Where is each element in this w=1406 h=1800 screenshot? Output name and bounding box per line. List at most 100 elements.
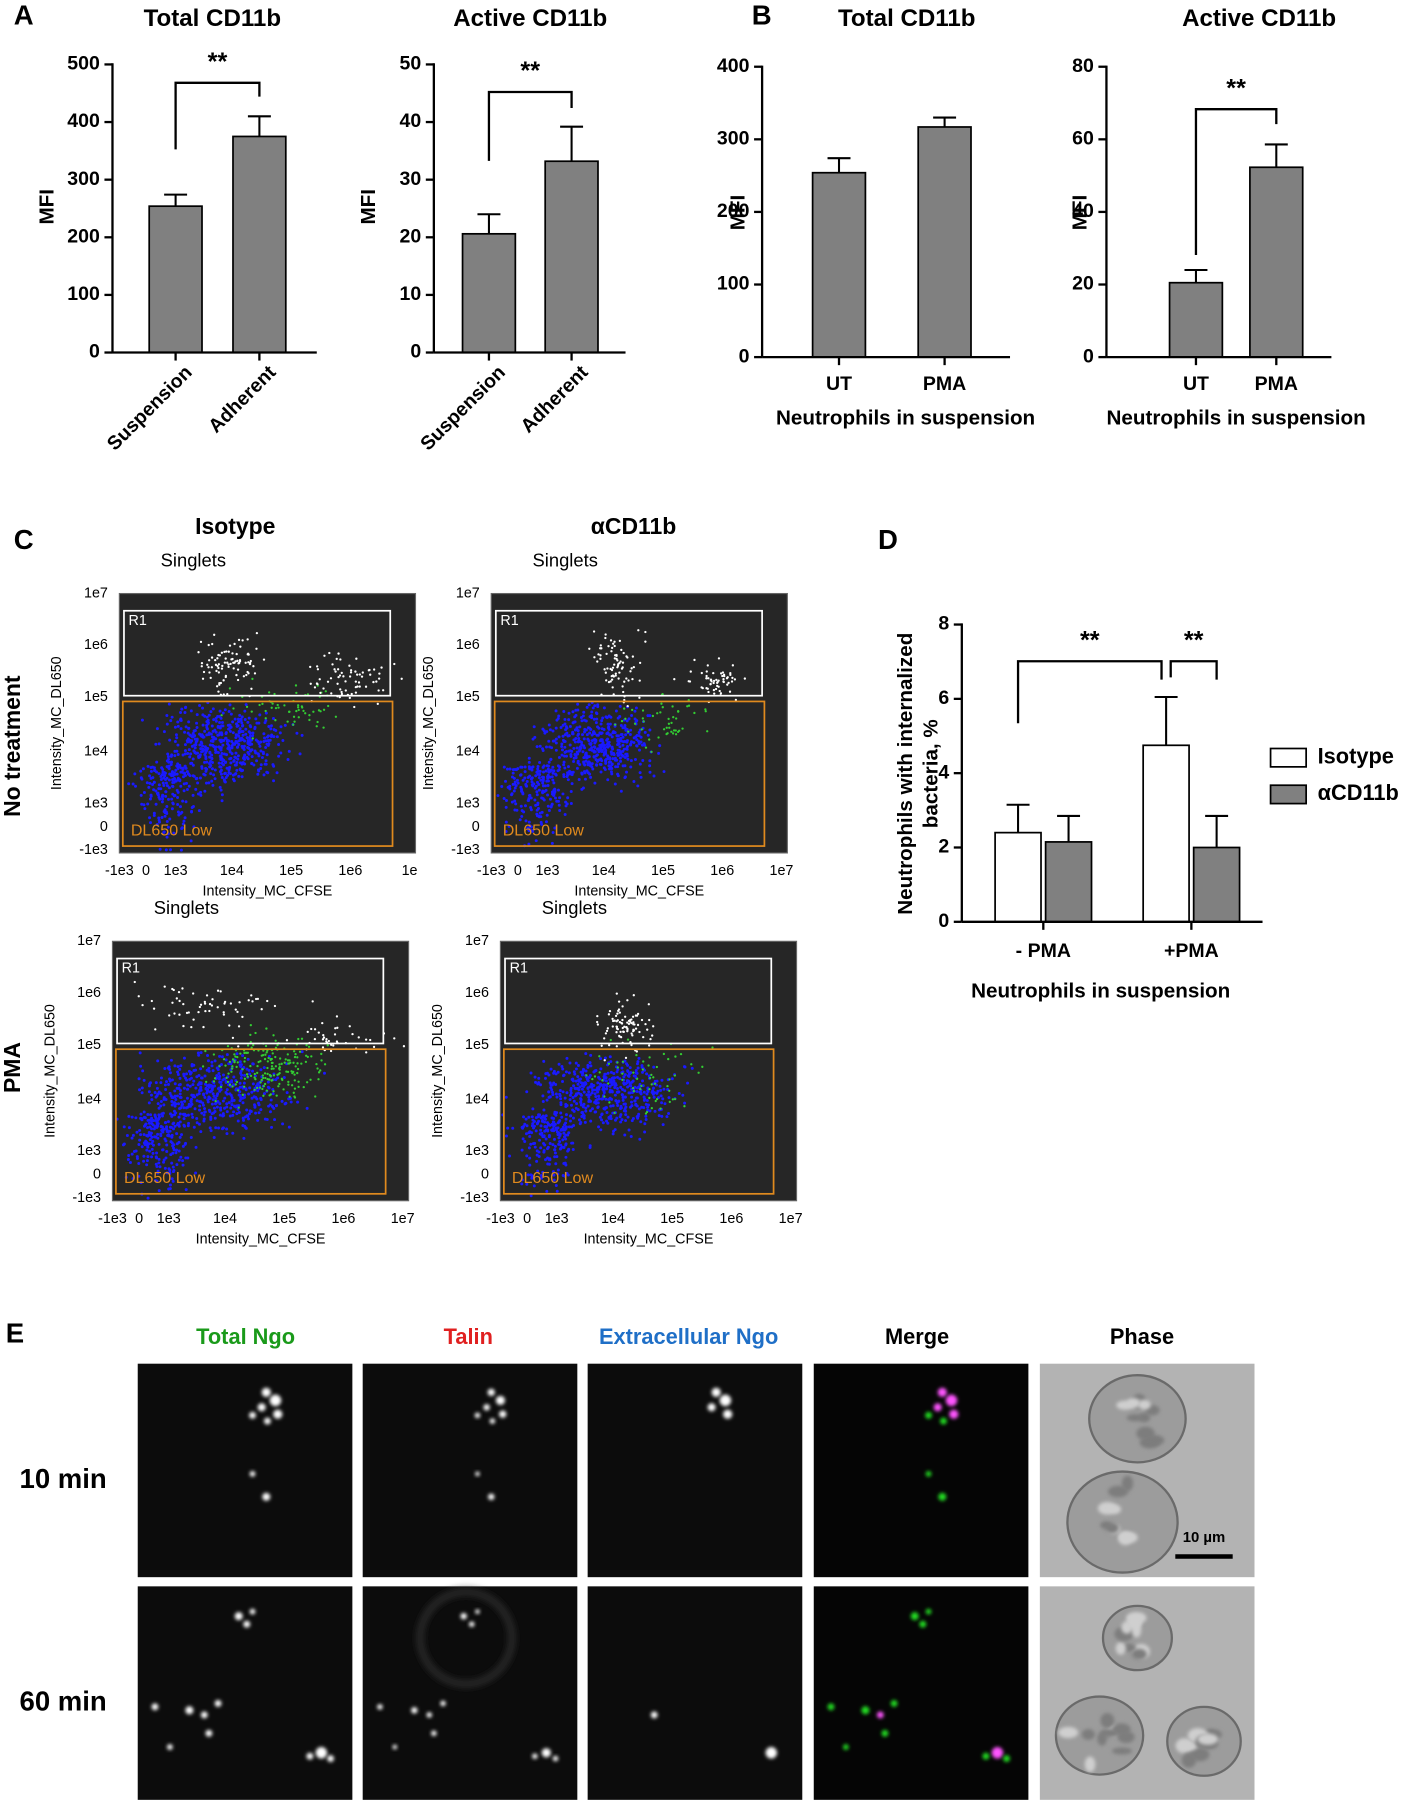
event-dot — [211, 1064, 214, 1067]
event-dot — [252, 1063, 255, 1066]
event-dot — [266, 1000, 268, 1002]
spot — [427, 1712, 433, 1718]
event-dot — [247, 1044, 249, 1046]
channel-title: Extracellular Ngo — [599, 1324, 778, 1349]
event-dot — [172, 1127, 175, 1130]
event-dot — [221, 721, 224, 724]
event-dot — [316, 1067, 318, 1069]
event-dot — [165, 714, 168, 717]
event-dot — [595, 711, 598, 714]
event-dot — [559, 1094, 562, 1097]
event-dot — [531, 1119, 534, 1122]
event-dot — [239, 727, 242, 730]
event-dot — [647, 1064, 649, 1066]
event-dot — [246, 1073, 248, 1075]
event-dot — [178, 1107, 181, 1110]
event-dot — [623, 707, 625, 709]
event-dot — [229, 730, 232, 733]
event-dot — [637, 1024, 639, 1026]
event-dot — [165, 1125, 168, 1128]
event-dot — [234, 756, 237, 759]
event-dot — [337, 668, 339, 670]
event-dot — [216, 1106, 219, 1109]
event-dot — [544, 1072, 547, 1075]
event-dot — [255, 998, 257, 1000]
event-dot — [244, 1087, 247, 1090]
event-dot — [296, 1062, 298, 1064]
event-dot — [212, 1069, 215, 1072]
event-dot — [256, 632, 258, 634]
event-dot — [281, 1078, 283, 1080]
event-dot — [219, 786, 222, 789]
event-dot — [138, 995, 140, 997]
event-dot — [563, 755, 566, 758]
event-dot — [601, 727, 604, 730]
event-dot — [165, 1128, 168, 1131]
event-dot — [204, 751, 207, 754]
event-dot — [536, 803, 539, 806]
event-dot — [623, 652, 625, 654]
event-dot — [131, 1116, 134, 1119]
event-dot — [610, 1083, 613, 1086]
event-dot — [608, 715, 611, 718]
event-dot — [245, 662, 247, 664]
event-dot — [351, 693, 353, 695]
event-dot — [262, 1054, 264, 1056]
event-dot — [619, 756, 622, 759]
event-dot — [657, 736, 659, 738]
cell-texture — [1110, 1505, 1121, 1514]
event-dot — [599, 1071, 601, 1073]
event-dot — [538, 815, 541, 818]
y-tick-label: 0 — [938, 910, 949, 932]
event-dot — [168, 739, 171, 742]
event-dot — [131, 1137, 134, 1140]
significance-label: ** — [1184, 626, 1204, 654]
event-dot — [204, 774, 207, 777]
event-dot — [199, 1130, 202, 1133]
event-dot — [603, 668, 605, 670]
event-dot — [520, 815, 523, 818]
event-dot — [159, 1104, 162, 1107]
event-dot — [622, 662, 624, 664]
event-dot — [272, 765, 275, 768]
event-dot — [546, 764, 549, 767]
event-dot — [550, 746, 553, 749]
event-dot — [297, 1086, 299, 1088]
event-dot — [551, 766, 554, 769]
event-dot — [158, 1189, 161, 1192]
significance-bracket — [1018, 661, 1161, 723]
event-dot — [530, 780, 533, 783]
event-dot — [151, 776, 154, 779]
event-dot — [170, 753, 173, 756]
event-dot — [599, 1057, 602, 1060]
spot — [250, 1609, 256, 1615]
event-dot — [275, 1065, 277, 1067]
event-dot — [143, 1142, 146, 1145]
event-dot — [253, 1106, 256, 1109]
event-dot — [608, 1091, 611, 1094]
event-dot — [528, 1157, 531, 1160]
event-dot — [253, 1089, 255, 1091]
event-dot — [648, 1056, 650, 1058]
event-dot — [214, 1059, 217, 1062]
event-dot — [180, 767, 183, 770]
event-dot — [210, 1129, 213, 1132]
event-dot — [211, 998, 213, 1000]
event-dot — [537, 1151, 540, 1154]
event-dot — [155, 803, 158, 806]
event-dot — [150, 770, 153, 773]
event-dot — [283, 704, 285, 706]
event-dot — [552, 1124, 555, 1127]
event-dot — [243, 762, 246, 765]
event-dot — [535, 839, 538, 842]
event-dot — [616, 1091, 619, 1094]
x-tick-label: 0 — [135, 1211, 143, 1227]
event-dot — [264, 1083, 266, 1085]
event-dot — [214, 1117, 217, 1120]
event-dot — [200, 1051, 203, 1054]
event-dot — [193, 744, 196, 747]
event-dot — [227, 1081, 229, 1083]
event-dot — [527, 776, 530, 779]
event-dot — [525, 1132, 528, 1135]
event-dot — [243, 1060, 245, 1062]
